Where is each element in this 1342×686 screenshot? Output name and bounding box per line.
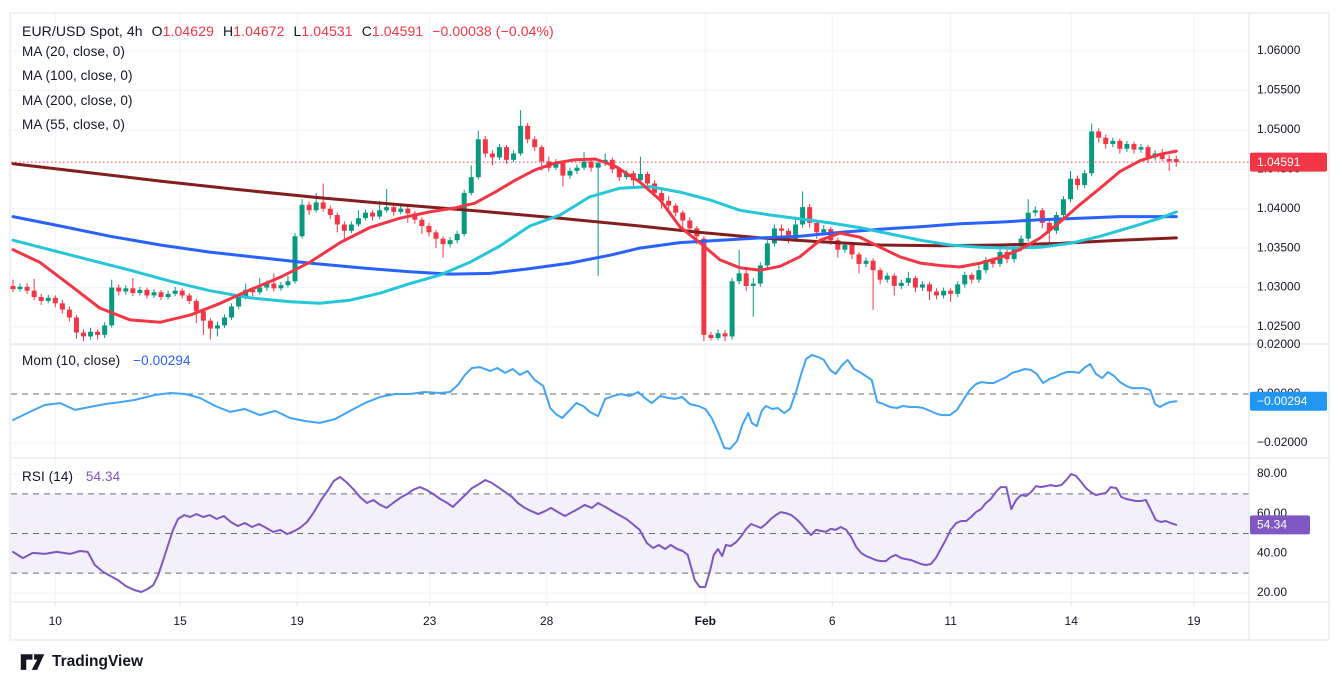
ma100-line <box>11 215 1178 276</box>
rsi-badge <box>1250 515 1310 535</box>
svg-text:14: 14 <box>1065 614 1079 628</box>
price-badge <box>1250 152 1327 172</box>
candlesticks <box>10 110 1179 342</box>
momentum-badge <box>1250 391 1327 411</box>
axis-badges: 1.04591 −0.00294 54.34 <box>1250 152 1327 535</box>
svg-text:28: 28 <box>540 614 554 628</box>
svg-text:6: 6 <box>829 614 836 628</box>
symbol-title: EUR/USD Spot, 4h <box>22 23 143 39</box>
svg-text:10: 10 <box>49 614 63 628</box>
svg-text:1.03000: 1.03000 <box>1257 280 1301 294</box>
rsi-value: 54.34 <box>85 469 121 484</box>
svg-text:−0.02000: −0.02000 <box>1257 435 1308 449</box>
svg-text:1.03500: 1.03500 <box>1257 240 1301 254</box>
svg-text:1.04591: 1.04591 <box>1257 155 1301 169</box>
svg-text:1.04000: 1.04000 <box>1257 201 1301 215</box>
svg-text:−0.00294: −0.00294 <box>1257 394 1308 408</box>
svg-text:40.00: 40.00 <box>1257 546 1287 560</box>
time-axis[interactable]: 10 15 19 23 28 Feb 6 11 14 19 <box>49 602 1201 628</box>
symbol-legend[interactable]: EUR/USD Spot, 4h O1.04629 H1.04672 L1.04531… <box>22 23 554 39</box>
svg-text:19: 19 <box>290 614 304 628</box>
ma-200-legend[interactable]: MA (200, close, 0) <box>22 93 133 108</box>
svg-text:54.34: 54.34 <box>1257 518 1287 532</box>
rsi-label: RSI (14) <box>22 469 74 484</box>
grid <box>11 13 1249 602</box>
ma200-line <box>11 162 1178 248</box>
tradingview-logo-icon <box>20 654 45 670</box>
ma-lines <box>11 149 1178 324</box>
svg-text:1.06000: 1.06000 <box>1257 43 1301 57</box>
dashed-levels <box>11 393 1249 574</box>
ohlc-close: C1.04591 <box>361 23 424 39</box>
svg-text:Feb: Feb <box>695 614 716 628</box>
svg-text:19: 19 <box>1187 614 1201 628</box>
ohlc-low: L1.04531 <box>293 23 353 39</box>
momentum-label: Mom (10, close) <box>22 353 121 368</box>
rsi-line <box>12 473 1178 593</box>
ma20-line <box>11 149 1178 324</box>
ohlc-high: H1.04672 <box>222 23 285 39</box>
ma-20-legend[interactable]: MA (20, close, 0) <box>22 44 125 59</box>
momentum-legend[interactable]: Mom (10, close) −0.00294 <box>22 353 191 368</box>
svg-text:0.02000: 0.02000 <box>1257 337 1301 351</box>
momentum-value: −0.00294 <box>133 353 191 368</box>
svg-text:80.00: 80.00 <box>1257 466 1287 480</box>
svg-text:11: 11 <box>944 614 957 628</box>
tradingview-logo-text: TradingView <box>52 653 144 670</box>
svg-text:1.05500: 1.05500 <box>1257 83 1301 97</box>
svg-text:23: 23 <box>423 614 437 628</box>
momentum-line <box>12 354 1178 450</box>
panel-separators <box>9 12 1330 641</box>
svg-text:1.05000: 1.05000 <box>1257 122 1301 136</box>
rsi-legend[interactable]: RSI (14) 54.34 <box>22 469 120 484</box>
ma-55-legend[interactable]: MA (55, close, 0) <box>22 117 125 132</box>
tradingview-logo[interactable]: TradingView <box>20 651 143 673</box>
svg-text:15: 15 <box>173 614 187 628</box>
svg-text:1.02500: 1.02500 <box>1257 319 1301 333</box>
svg-text:20.00: 20.00 <box>1257 585 1287 599</box>
ma55-line <box>11 185 1178 305</box>
change-value: −0.00038 (−0.04%) <box>432 23 554 39</box>
ma-100-legend[interactable]: MA (100, close, 0) <box>22 68 133 83</box>
ohlc-open: O1.04629 <box>151 23 214 39</box>
